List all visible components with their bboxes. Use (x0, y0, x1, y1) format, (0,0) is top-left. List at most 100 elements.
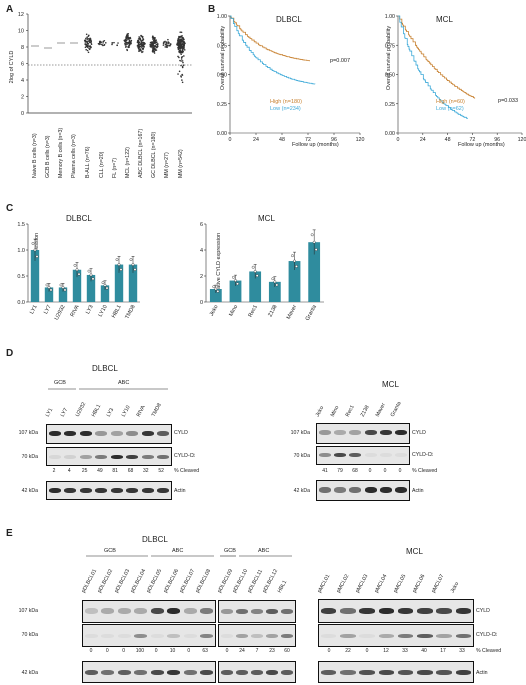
a-dot (177, 73, 179, 75)
e-cleaved-label: % Cleaved (476, 648, 502, 654)
blot-band (379, 453, 393, 457)
c-mcl-ytick-label: 2 (200, 274, 203, 280)
panel-e-letter: E (6, 528, 13, 539)
a-ytick-label: 10 (18, 29, 24, 35)
e-g2-cyld-blot (218, 600, 296, 623)
panel-b-km-plots: 1.000.750.500.250.000 24 48 72 96 1201.000.75… (217, 14, 526, 143)
blot-band (379, 430, 393, 435)
d-mcl-kda-70: 70 kDa (293, 453, 310, 459)
blot-band (364, 487, 377, 493)
blot-band (250, 609, 264, 614)
a-dot (178, 56, 180, 59)
blot-band (110, 455, 123, 459)
blot-band (200, 608, 214, 614)
c-mcl-bar (209, 289, 222, 302)
blot-band (64, 455, 77, 459)
blot-band (379, 487, 393, 493)
a-dot (103, 43, 106, 46)
blot-band (266, 609, 279, 614)
e-mcl-title: MCL (406, 547, 423, 556)
a-dot (124, 46, 127, 48)
a-dot (152, 38, 154, 40)
km-mcl-ytick-label: 0.00 (385, 131, 395, 137)
a-dot (180, 64, 182, 67)
a-dot (162, 44, 165, 46)
blot-band (364, 430, 377, 435)
d-mcl-kda-42: 42 kDa (293, 488, 310, 494)
a-dot (87, 51, 90, 54)
km-mcl-title: MCL (436, 15, 453, 24)
d-mcl-cleaved-value: 0 (398, 468, 402, 474)
blot-band (397, 608, 414, 614)
km-dlbcl-xtick-label: 72 (305, 137, 311, 143)
a-dot (125, 34, 128, 37)
a-dot (150, 44, 153, 46)
c-mcl-replicate-dot (275, 283, 279, 287)
e-mcl-cyldct-blot (318, 624, 474, 647)
a-dot (180, 60, 182, 62)
a-dot (98, 43, 101, 46)
c-dlbcl-ytick-label: 0.5 (17, 274, 25, 280)
blot-band (266, 670, 279, 675)
km-dlbcl-xtick-label: 48 (279, 137, 285, 143)
blot-band (281, 634, 294, 638)
a-dot (143, 46, 145, 48)
c-dlbcl-replicate-dot (117, 263, 121, 266)
blot-band (250, 634, 264, 638)
blot-band (150, 670, 164, 675)
a-dot (179, 41, 181, 43)
a-dot (141, 50, 144, 53)
blot-band (84, 608, 98, 614)
blot-band (64, 431, 77, 436)
a-dot (180, 43, 183, 46)
a-dot (129, 43, 131, 45)
d-gcb-label: GCB (54, 380, 66, 386)
e-g2-cyldct-blot (218, 624, 296, 647)
km-mcl-low-curve (398, 15, 468, 119)
a-dot (165, 41, 168, 43)
a-dot (86, 43, 88, 45)
blot-band (340, 670, 356, 675)
c-dlbcl-replicate-dot (129, 258, 133, 261)
d-cyldct-label: CYLD-Ct (174, 453, 195, 459)
a-dot (178, 36, 180, 39)
a-dot (143, 42, 145, 45)
d-mcl-cleaved-value: 79 (337, 468, 343, 474)
a-dot (181, 45, 183, 48)
c-mcl-replicate-dot (236, 282, 239, 286)
d-dlbcl-cleaved-value: 4 (67, 468, 71, 474)
c-dlbcl-bar (100, 285, 110, 302)
e-gcb-label-1: GCB (104, 548, 116, 554)
d-mcl-cyldct-label: CYLD-Ct (412, 452, 433, 458)
a-dot (180, 38, 183, 41)
a-dot (87, 40, 89, 42)
c-dlbcl-bar (30, 250, 40, 302)
blot-band (150, 634, 164, 638)
a-dot (179, 31, 182, 33)
c-mcl-ytick-label: 6 (200, 222, 203, 228)
a-dot (141, 36, 144, 39)
a-dot (179, 51, 182, 54)
blot-band (320, 670, 337, 675)
km-mcl-low-legend: Low (n=62) (436, 106, 464, 112)
a-dot (153, 41, 156, 44)
c-dlbcl-category-label: HBL1 (111, 304, 123, 319)
e-mcl-cleaved-value: 0 (327, 648, 331, 654)
blot-band (183, 670, 197, 675)
blot-band (117, 670, 131, 675)
d-mcl-cleaved-label: % Cleaved (412, 468, 438, 474)
blot-band (417, 608, 433, 614)
blot-band (455, 670, 472, 675)
a-dot (177, 40, 180, 42)
e-g2-cleaved-value: 60 (284, 648, 290, 654)
a-dot (156, 43, 159, 45)
a-dot (155, 41, 157, 44)
blot-band (200, 634, 214, 638)
a-dot (165, 44, 168, 46)
c-dlbcl-bar (128, 264, 138, 302)
a-ytick-label: 0 (21, 111, 24, 117)
a-dot (140, 46, 143, 48)
km-dlbcl-ytick-label: 0.50 (217, 73, 227, 79)
e-mcl-cleaved-value: 40 (421, 648, 427, 654)
blot-band (48, 431, 61, 436)
